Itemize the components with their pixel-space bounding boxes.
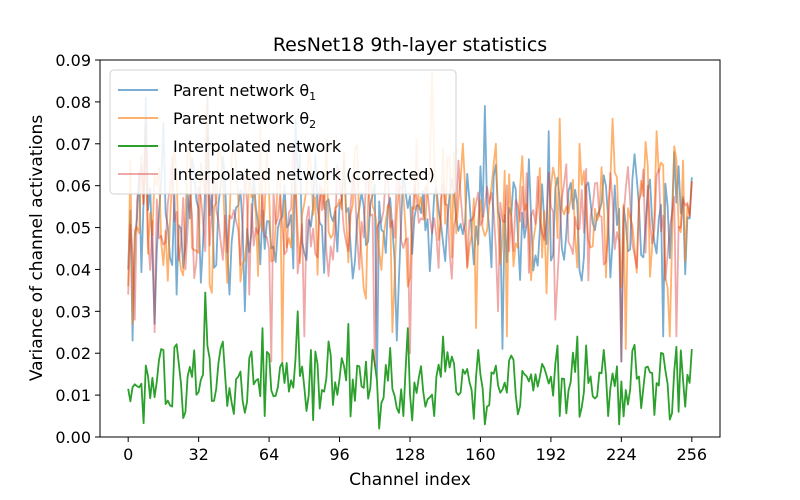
legend-box [109,69,457,195]
y-tick-label: 0.09 [55,51,91,70]
y-tick-label: 0.03 [55,302,91,321]
x-tick-label: 128 [395,445,426,464]
y-tick-label: 0.08 [55,93,91,112]
x-axis: 0 32 64 96 128 160 192 224 256 [123,437,707,464]
series-line-3 [127,291,693,430]
x-tick-label: 224 [606,445,637,464]
legend-label-3: Interpolated network [173,137,342,156]
y-tick-label: 0.01 [55,386,91,405]
y-tick-label: 0.04 [55,260,91,279]
legend: Parent network θ1 Parent network θ2 Interp… [109,69,457,195]
x-tick-label: 192 [536,445,567,464]
y-tick-label: 0.02 [55,344,91,363]
y-tick-label: 0.00 [55,428,91,447]
y-tick-label: 0.05 [55,219,91,238]
y-tick-label: 0.06 [55,177,91,196]
y-axis-label: Variance of channel activations [27,115,47,381]
y-tick-label: 0.07 [55,135,91,154]
legend-label-1: Parent network θ1 [173,81,316,103]
x-tick-label: 96 [329,445,349,464]
chart-title: ResNet18 9th-layer statistics [273,34,547,56]
legend-label-4: Interpolated network (corrected) [173,165,435,184]
series-line-4 [127,121,693,367]
x-tick-label: 256 [677,445,708,464]
x-tick-label: 160 [465,445,496,464]
y-axis: 0.00 0.01 0.02 0.03 0.04 0.05 0.06 0.07 0.08 0.09 [55,51,100,447]
x-tick-label: 64 [259,445,279,464]
x-tick-label: 0 [123,445,133,464]
x-axis-label: Channel index [349,470,471,490]
legend-label-2: Parent network θ2 [173,109,316,131]
x-tick-label: 32 [188,445,208,464]
